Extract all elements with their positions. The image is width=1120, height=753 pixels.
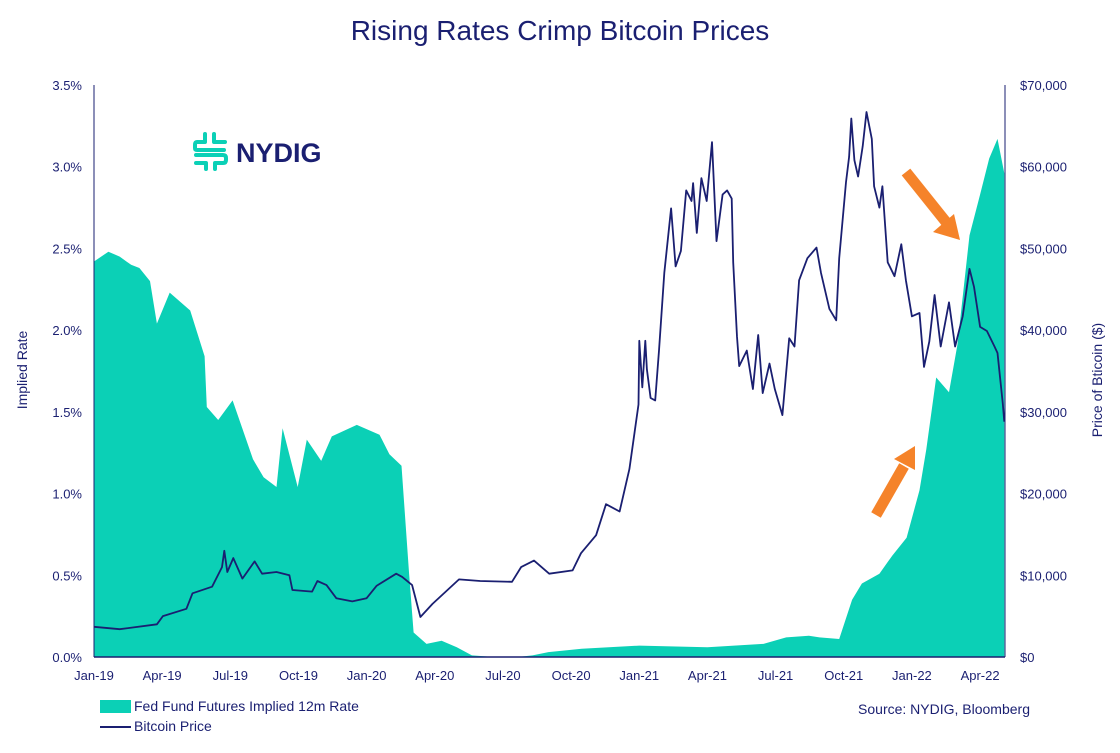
x-tick-label: Oct-21 — [824, 668, 863, 683]
source-note: Source: NYDIG, Bloomberg — [858, 701, 1030, 717]
bitcoin-price-line — [93, 111, 1006, 631]
x-tick-label: Jan-22 — [892, 668, 932, 683]
chart-title: Rising Rates Crimp Bitcoin Prices — [351, 15, 770, 46]
arrow-down-right — [901, 168, 960, 240]
y-right-tick-labels: $0 $10,000 $20,000 $30,000 $40,000 $50,000 $60… — [1020, 78, 1067, 665]
x-tick-label: Apr-22 — [961, 668, 1000, 683]
legend-swatch-rate — [100, 700, 131, 713]
x-tick-label: Oct-19 — [279, 668, 318, 683]
y-left-tick-label: 0.5% — [52, 568, 82, 583]
y-left-tick-label: 2.5% — [52, 241, 82, 256]
y-right-tick-label: $70,000 — [1020, 78, 1067, 93]
x-tick-labels: Jan-19 Apr-19 Jul-19 Oct-19 Jan-20 Apr-20 Jul-… — [74, 668, 999, 683]
y-left-tick-label: 0.0% — [52, 650, 82, 665]
nydig-logo-icon — [193, 132, 228, 171]
x-tick-label: Jan-20 — [347, 668, 387, 683]
y-left-axis-title: Implied Rate — [14, 330, 30, 409]
x-tick-label: Apr-20 — [415, 668, 454, 683]
x-tick-label: Jan-19 — [74, 668, 114, 683]
y-right-tick-label: $60,000 — [1020, 160, 1067, 175]
y-right-tick-label: $40,000 — [1020, 323, 1067, 338]
y-right-axis-title: Price of Bticoin ($) — [1089, 323, 1105, 437]
y-right-tick-label: $50,000 — [1020, 241, 1067, 256]
y-right-tick-label: $30,000 — [1020, 405, 1067, 420]
x-tick-label: Apr-21 — [688, 668, 727, 683]
legend-label-rate: Fed Fund Futures Implied 12m Rate — [134, 698, 359, 714]
y-right-tick-label: $0 — [1020, 650, 1034, 665]
y-left-tick-label: 1.0% — [52, 487, 82, 502]
arrow-up-right — [871, 446, 915, 518]
y-right-tick-label: $10,000 — [1020, 568, 1067, 583]
y-left-tick-labels: 0.0% 0.5% 1.0% 1.5% 2.0% 2.5% 3.0% 3.5% — [52, 78, 82, 665]
logo-text: NYDIG — [236, 138, 322, 168]
x-tick-label: Jul-20 — [485, 668, 520, 683]
x-tick-label: Apr-19 — [143, 668, 182, 683]
nydig-logo: NYDIG — [193, 132, 322, 171]
y-left-tick-label: 1.5% — [52, 405, 82, 420]
legend: Fed Fund Futures Implied 12m Rate Bitcoi… — [100, 698, 359, 734]
x-tick-label: Oct-20 — [552, 668, 591, 683]
rate-area — [94, 138, 1005, 657]
y-left-tick-label: 3.0% — [52, 160, 82, 175]
legend-label-bitcoin: Bitcoin Price — [134, 718, 212, 734]
rate-area-layer — [94, 138, 1005, 657]
y-left-tick-label: 2.0% — [52, 323, 82, 338]
y-right-tick-label: $20,000 — [1020, 487, 1067, 502]
x-tick-label: Jul-19 — [213, 668, 248, 683]
bitcoin-line-layer — [93, 111, 1006, 631]
x-tick-label: Jan-21 — [619, 668, 659, 683]
y-left-tick-label: 3.5% — [52, 78, 82, 93]
x-tick-label: Jul-21 — [758, 668, 793, 683]
